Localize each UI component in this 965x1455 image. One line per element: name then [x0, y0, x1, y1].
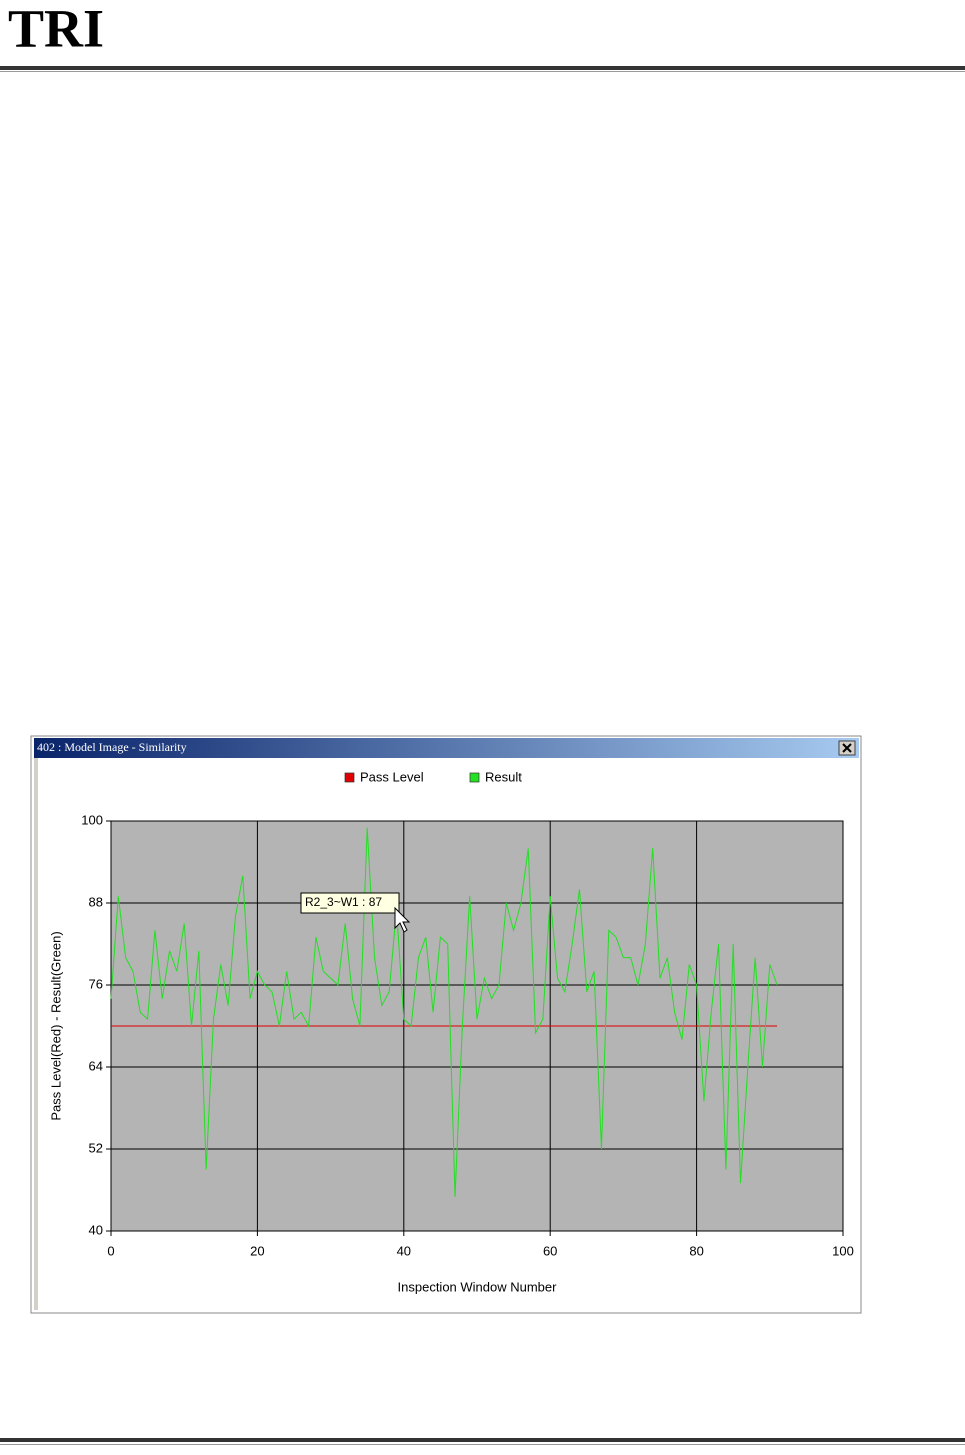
header-rule-thin — [0, 71, 965, 72]
window-border — [34, 758, 38, 1310]
footer-rule — [0, 1438, 965, 1442]
mouse-cursor — [394, 906, 411, 933]
window-title: 402 : Model Image - Similarity — [37, 740, 187, 754]
x-axis-label: Inspection Window Number — [398, 1279, 558, 1294]
tooltip-text: R2_3~W1 : 87 — [305, 895, 382, 909]
x-tick-label: 20 — [250, 1243, 264, 1258]
series-line — [110, 827, 778, 1197]
y-tick-label: 52 — [89, 1140, 103, 1155]
legend-label: Pass Level — [360, 769, 424, 784]
title-bar — [34, 738, 859, 758]
legend-swatch — [344, 772, 355, 783]
x-tick-label: 40 — [397, 1243, 411, 1258]
y-tick-label: 64 — [89, 1058, 103, 1073]
y-tick-label: 76 — [89, 976, 103, 991]
header-rule — [0, 66, 965, 70]
x-tick-label: 80 — [689, 1243, 703, 1258]
y-tick-label: 88 — [89, 894, 103, 909]
footer-rule-thin — [0, 1444, 965, 1445]
y-tick-label: 40 — [89, 1222, 103, 1237]
y-axis-label: Pass Level(Red) - Result(Green) — [48, 931, 63, 1120]
x-tick-label: 60 — [543, 1243, 557, 1258]
tooltip-box — [300, 892, 400, 914]
x-tick-label: 100 — [832, 1243, 854, 1258]
x-tick-label: 0 — [107, 1243, 114, 1258]
legend-label: Result — [485, 769, 522, 784]
legend-swatch — [469, 772, 480, 783]
logo: TRI — [8, 0, 104, 58]
y-tick-label: 100 — [81, 812, 103, 827]
close-icon — [842, 743, 852, 753]
